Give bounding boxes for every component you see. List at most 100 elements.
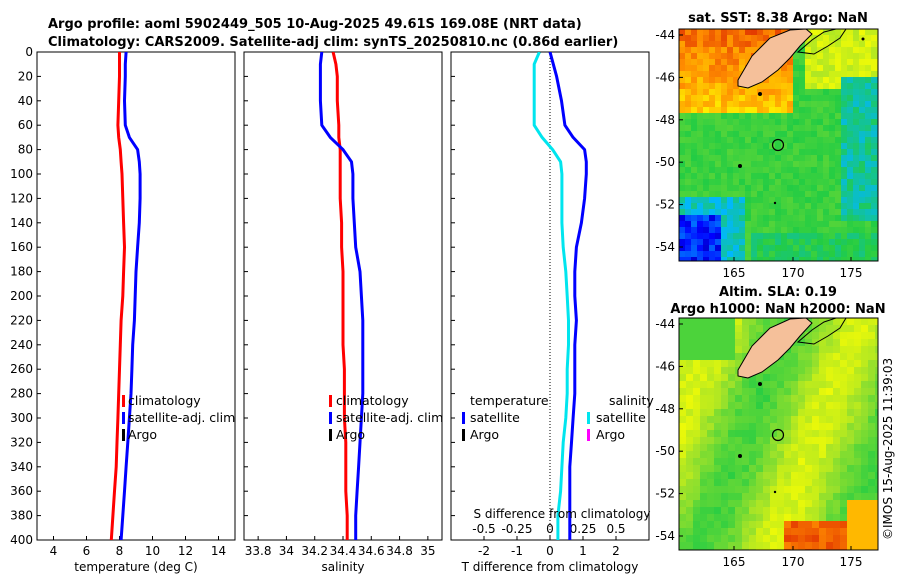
heatmap-cell — [826, 430, 834, 438]
heatmap-cell — [861, 346, 869, 354]
heatmap-cell — [693, 367, 701, 375]
heatmap-cell — [742, 395, 750, 403]
heatmap-cell — [749, 542, 757, 550]
series-line-temperature-satellite — [548, 52, 588, 540]
heatmap-cell — [697, 209, 704, 216]
heatmap-cell — [742, 465, 750, 473]
heatmap-cell — [871, 47, 878, 54]
heatmap-cell — [840, 542, 848, 550]
salinity-panel: 33.8 34 34.2 34.4 34.6 34.8 35 salinity climat… — [243, 51, 443, 574]
heatmap-cell — [685, 155, 692, 162]
heatmap-cell — [728, 381, 736, 389]
heatmap-cell — [875, 514, 878, 522]
heatmap-cell — [728, 500, 736, 508]
heatmap-cell — [721, 53, 728, 60]
heatmap-cell — [819, 402, 827, 410]
heatmap-cell — [871, 41, 878, 48]
heatmap-cell — [847, 257, 854, 261]
heatmap-cell — [707, 325, 715, 333]
heatmap-cell — [787, 215, 794, 222]
heatmap-cell — [871, 89, 878, 96]
heatmap-cell — [853, 191, 860, 198]
heatmap-cell — [763, 388, 771, 396]
heatmap-cell — [728, 528, 736, 536]
heatmap-cell — [805, 388, 813, 396]
heatmap-cell — [868, 500, 876, 508]
heatmap-cell — [691, 101, 698, 108]
heatmap-cell — [875, 423, 878, 431]
heatmap-cell — [840, 521, 848, 529]
heatmap-cell — [709, 65, 716, 72]
heatmap-cell — [787, 131, 794, 138]
heatmap-cell — [735, 430, 743, 438]
heatmap-cell — [727, 113, 734, 120]
heatmap-cell — [875, 500, 878, 508]
heatmap-cell — [756, 465, 764, 473]
series-line-salinity-satellite — [532, 52, 570, 540]
heatmap-cell — [735, 437, 743, 445]
heatmap-cell — [805, 423, 813, 431]
heatmap-cell — [805, 430, 813, 438]
heatmap-cell — [721, 239, 728, 246]
heatmap-cell — [770, 409, 778, 417]
heatmap-cell — [733, 53, 740, 60]
heatmap-cell — [709, 71, 716, 78]
heatmap-cell — [751, 89, 758, 96]
heatmap-cell — [728, 360, 736, 368]
heatmap-cell — [840, 416, 848, 424]
heatmap-cell — [805, 143, 812, 150]
heatmap-cell — [721, 416, 729, 424]
heatmap-cell — [707, 535, 715, 543]
heatmap-cell — [721, 465, 729, 473]
heatmap-cell — [775, 173, 782, 180]
heatmap-cell — [817, 59, 824, 66]
heatmap-cell — [865, 65, 872, 72]
heatmap-cell — [793, 215, 800, 222]
heatmap-cell — [805, 107, 812, 114]
heatmap-cell — [770, 444, 778, 452]
heatmap-cell — [847, 395, 855, 403]
heatmap-cell — [745, 161, 752, 168]
heatmap-cell — [697, 215, 704, 222]
heatmap-cell — [703, 161, 710, 168]
heatmap-cell — [805, 101, 812, 108]
heatmap-cell — [777, 493, 785, 501]
heatmap-cell — [715, 29, 722, 36]
heatmap-cell — [685, 119, 692, 126]
heatmap-cell — [686, 318, 694, 326]
heatmap-cell — [685, 47, 692, 54]
heatmap-cell — [833, 402, 841, 410]
heatmap-cell — [805, 514, 813, 522]
heatmap-cell — [847, 179, 854, 186]
heatmap-cell — [691, 209, 698, 216]
heatmap-cell — [817, 227, 824, 234]
heatmap-cell — [798, 346, 806, 354]
heatmap-cell — [697, 233, 704, 240]
heatmap-cell — [691, 137, 698, 144]
heatmap-cell — [805, 77, 812, 84]
heatmap-cell — [819, 535, 827, 543]
heatmap-cell — [793, 131, 800, 138]
heatmap-cell — [817, 125, 824, 132]
heatmap-cell — [777, 374, 785, 382]
heatmap-cell — [859, 47, 866, 54]
heatmap-cell — [770, 451, 778, 459]
heatmap-cell — [745, 119, 752, 126]
heatmap-cell — [833, 346, 841, 354]
heatmap-cell — [721, 149, 728, 156]
heatmap-cell — [715, 41, 722, 48]
heatmap-cell — [739, 107, 746, 114]
heatmap-cell — [812, 318, 820, 326]
heatmap-cell — [871, 155, 878, 162]
heatmap-cell — [735, 458, 743, 466]
heatmap-cell — [757, 83, 764, 90]
heatmap-cell — [679, 77, 686, 84]
heatmap-cell — [781, 221, 788, 228]
heatmap-cell — [769, 29, 776, 36]
heatmap-cell — [817, 71, 824, 78]
heatmap-cell — [875, 458, 878, 466]
heatmap-cell — [721, 227, 728, 234]
heatmap-cell — [769, 179, 776, 186]
heatmap-cell — [693, 437, 701, 445]
heatmap-cell — [707, 437, 715, 445]
